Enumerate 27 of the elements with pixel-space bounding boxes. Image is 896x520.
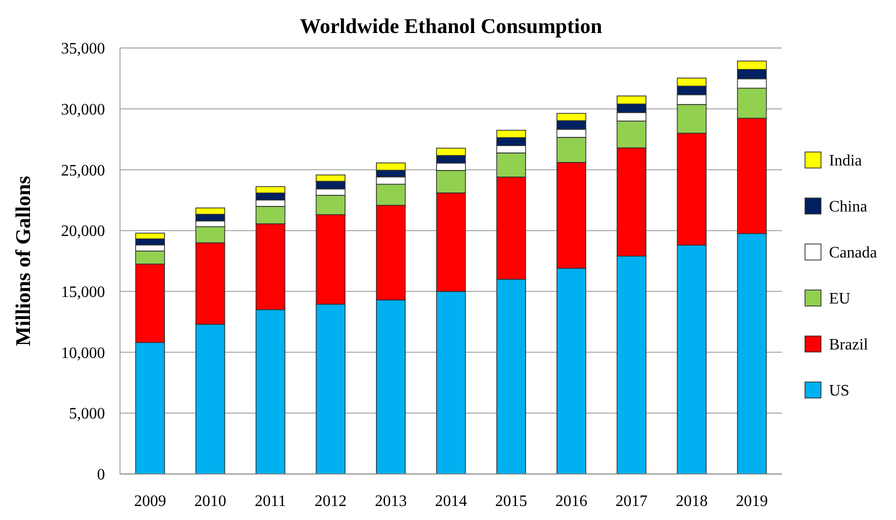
chart-title: Worldwide Ethanol Consumption (300, 14, 602, 38)
x-tick-label: 2019 (736, 493, 768, 510)
x-tick-label: 2009 (134, 493, 166, 510)
x-tick-label: 2016 (555, 493, 588, 510)
legend-label: Canada (829, 244, 877, 262)
x-tick-label: 2014 (435, 493, 467, 510)
legend-label: Brazil (829, 336, 869, 354)
y-tick-label: 25,000 (61, 162, 105, 180)
legend-label: India (829, 152, 862, 170)
x-tick-label: 2011 (254, 493, 286, 510)
legend-label: EU (829, 290, 851, 308)
y-tick-label: 30,000 (61, 101, 105, 118)
y-axis-title: Millions of Gallons (11, 176, 35, 346)
x-tick-label: 2018 (676, 493, 708, 510)
y-tick-label: 0 (97, 466, 105, 484)
x-tick-label: 2010 (194, 493, 226, 510)
y-tick-label: 10,000 (61, 344, 105, 362)
x-tick-label: 2012 (314, 493, 347, 510)
y-tick-label: 20,000 (61, 223, 105, 240)
y-tick-label: 5,000 (69, 406, 105, 423)
legend-label: US (829, 382, 850, 400)
x-tick-label: 2017 (616, 493, 648, 510)
x-tick-label: 2015 (495, 493, 528, 510)
x-tick-label: 2013 (374, 493, 407, 510)
y-tick-label: 35,000 (61, 40, 105, 58)
legend-label: China (829, 198, 868, 216)
y-tick-label: 15,000 (61, 284, 105, 302)
